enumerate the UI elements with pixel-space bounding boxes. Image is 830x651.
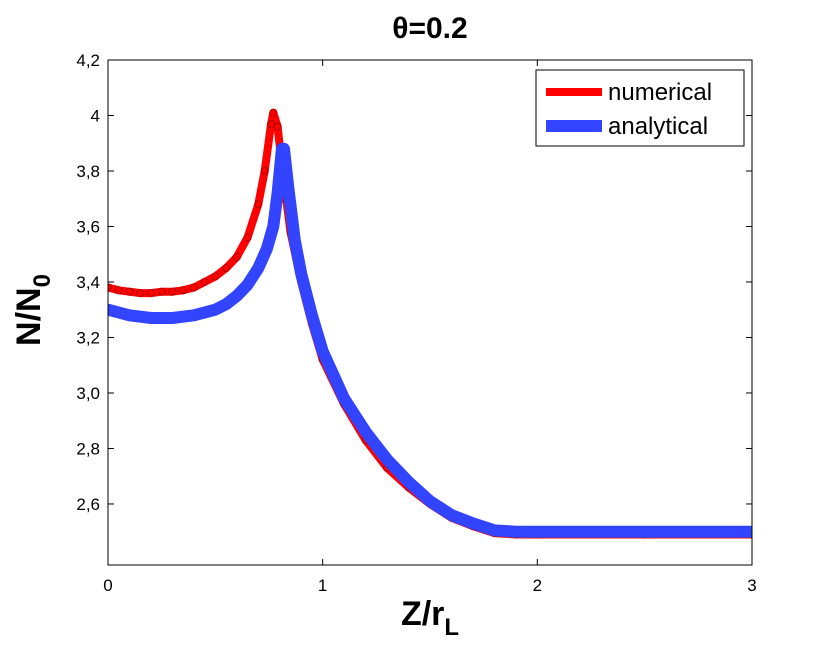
plot-frame — [107, 59, 753, 566]
legend-box — [535, 69, 745, 147]
data-point-numerical — [136, 289, 145, 298]
legend-marker-numerical — [570, 88, 578, 96]
legend-label-analytical: analytical — [608, 113, 708, 140]
y-tick-label: 2,8 — [76, 439, 100, 458]
data-point-numerical — [179, 286, 188, 295]
y-tick-label: 3,4 — [76, 273, 100, 292]
y-tick-label: 3,8 — [76, 162, 100, 181]
x-tick-label: 0 — [103, 576, 112, 595]
data-point-numerical — [157, 287, 166, 296]
data-point-numerical — [260, 166, 269, 175]
y-axis-label: N/N0 — [10, 274, 56, 346]
x-axis-label-sub: L — [444, 614, 459, 641]
ticks-layer: 0 1 2 3 2,6 2,8 3,0 3,2 3,4 3,6 3,8 4 4,2 — [76, 51, 756, 595]
data-point-numerical — [273, 122, 282, 131]
x-axis-label: Z/rL — [401, 595, 459, 641]
series-line-numerical — [108, 108, 752, 539]
data-point-numerical — [232, 253, 241, 262]
y-tick-label: 2,6 — [76, 495, 100, 514]
y-tick-label: 3,0 — [76, 384, 100, 403]
data-point-numerical — [168, 287, 177, 296]
data-point-numerical — [243, 233, 252, 242]
legend: numerical analytical — [535, 69, 745, 147]
x-tick-label: 3 — [747, 576, 756, 595]
data-point-numerical — [108, 283, 112, 292]
data-point-numerical — [222, 264, 231, 273]
x-axis-label-main: Z/r — [401, 595, 444, 633]
data-point-numerical — [189, 283, 198, 292]
y-tick-label: 4 — [91, 106, 100, 125]
y-tick-label: 3,6 — [76, 217, 100, 236]
data-point-numerical — [125, 287, 134, 296]
data-point-numerical — [200, 277, 209, 286]
legend-label-numerical: numerical — [608, 79, 712, 106]
data-point-numerical — [254, 200, 263, 209]
x-tick-label: 1 — [318, 576, 327, 595]
series-layer — [108, 108, 752, 539]
chart-title: θ=0.2 — [392, 12, 467, 45]
series-line-analytical — [108, 142, 752, 538]
data-point-numerical — [269, 108, 278, 117]
data-point-numerical — [114, 286, 123, 295]
y-axis-label-sub: 0 — [29, 274, 56, 287]
data-point-numerical — [146, 289, 155, 298]
y-tick-label: 4,2 — [76, 51, 100, 70]
data-point-numerical — [211, 272, 220, 281]
y-axis-label-main: N/N — [10, 287, 48, 346]
y-tick-label: 3,2 — [76, 328, 100, 347]
x-tick-label: 2 — [533, 576, 542, 595]
data-point-numerical — [267, 119, 276, 128]
